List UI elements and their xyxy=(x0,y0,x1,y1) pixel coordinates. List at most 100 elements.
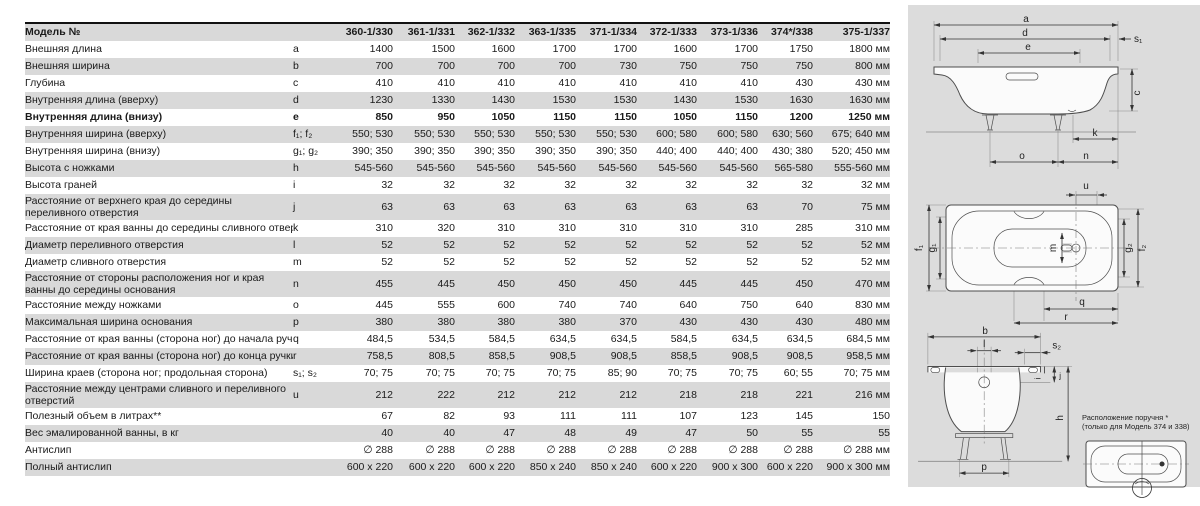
spec-value: 150 xyxy=(872,410,890,422)
dim-label-u: u xyxy=(1083,181,1089,192)
spec-value: 584,5 xyxy=(488,333,515,345)
row-letter: i xyxy=(293,179,296,191)
spec-value: 52 xyxy=(685,239,697,251)
table-row: Расстояние от верхнего края до середины … xyxy=(25,194,890,220)
spec-value: 310 xyxy=(679,222,697,234)
spec-value: 63 xyxy=(625,200,637,213)
spec-value: 67 xyxy=(381,410,393,422)
spec-value: 908,5 xyxy=(786,350,813,362)
top-view-diagram: u m f₁ g₁ g₂ f₂ q r xyxy=(914,181,1148,325)
spec-value: 600 x 220 xyxy=(468,461,515,473)
spec-value: 410 xyxy=(558,77,576,89)
dim-label-c: c xyxy=(1132,91,1143,96)
spec-value: 584,5 xyxy=(670,333,697,345)
spec-value: 390; 350 xyxy=(352,145,393,157)
spec-value: 52 xyxy=(381,239,393,251)
spec-value: 55 xyxy=(878,427,890,439)
spec-value: 545-560 xyxy=(537,162,576,174)
spec-value: 700 xyxy=(437,60,455,72)
spec-value: 430 xyxy=(795,77,813,89)
spec-value: 1230 xyxy=(369,94,393,106)
row-label: Ширина краев (сторона ног; продольная ст… xyxy=(25,367,268,379)
model-column-header: 372-1/333 xyxy=(637,22,697,41)
spec-value: 49 xyxy=(625,427,637,439)
handle-location-note: Расположение поручня * (только для Модел… xyxy=(1082,413,1198,504)
row-label: Внешняя ширина xyxy=(25,60,110,72)
spec-value: 740 xyxy=(558,299,576,311)
spec-value: 212 xyxy=(375,388,393,401)
spec-value: 85; 90 xyxy=(607,367,637,379)
dim-label-a: a xyxy=(1023,14,1029,25)
spec-value: 52 xyxy=(625,239,637,251)
dim-label-g2: g₂ xyxy=(1123,243,1134,253)
table-row: Расстояние между ножками o 445 555 600 740 740… xyxy=(25,297,890,314)
spec-value: 32 xyxy=(381,179,393,191)
spec-value: 111 xyxy=(621,410,637,422)
row-letter: j xyxy=(293,200,296,213)
table-row: Диаметр переливного отверстия l 52 52 52 52 52… xyxy=(25,237,890,254)
spec-value: 1500 xyxy=(431,43,455,55)
spec-value: 430 xyxy=(679,316,697,328)
spec-value: 50 xyxy=(746,427,758,439)
spec-value: 52 xyxy=(381,256,393,268)
table-row: Внутренняя длина (внизу) e 850 950 1050 1150 1… xyxy=(25,109,890,126)
dim-label-g1: g₁ xyxy=(927,243,938,253)
row-label: Внешняя длина xyxy=(25,43,102,55)
table-row: Полный антислип 600 x 220 600 x 220 600 x 2… xyxy=(25,459,890,476)
dim-label-o: o xyxy=(1019,151,1025,162)
spec-value: 380 xyxy=(558,316,576,328)
spec-value: 808,5 xyxy=(428,350,455,362)
spec-value: 310 мм xyxy=(855,222,890,234)
spec-value: 52 xyxy=(801,256,813,268)
row-letter: o xyxy=(293,299,299,311)
dim-label-p: p xyxy=(981,462,987,473)
spec-value: 1050 xyxy=(673,111,697,123)
row-label: Внутренняя длина (внизу) xyxy=(25,111,163,123)
row-label: Глубина xyxy=(25,77,66,89)
spec-value: 145 xyxy=(795,410,813,422)
row-label: Расстояние между центрами сливного и пер… xyxy=(25,383,287,407)
spec-value: 1700 xyxy=(613,43,637,55)
table-row: Диаметр сливного отверстия m 52 52 52 52 52 52 5… xyxy=(25,254,890,271)
spec-value: 63 xyxy=(503,200,515,213)
spec-value: 750 xyxy=(679,60,697,72)
spec-value: 600 x 220 xyxy=(650,461,697,473)
spec-value: 450 xyxy=(795,277,813,290)
row-letter: d xyxy=(293,94,299,106)
spec-value: 212 xyxy=(558,388,576,401)
dim-label-e: e xyxy=(1025,42,1031,53)
spec-value: 440; 400 xyxy=(717,145,758,157)
spec-value: 730 xyxy=(619,60,637,72)
spec-value: 370 xyxy=(619,316,637,328)
row-label: Антислип xyxy=(25,444,72,456)
spec-value: 75 мм xyxy=(860,200,890,213)
row-label: Расстояние от края ванны (сторона ног) д… xyxy=(25,333,293,345)
spec-value: 40 xyxy=(381,427,393,439)
spec-value: 1050 xyxy=(491,111,515,123)
table-row: Высота граней i 32 32 32 32 32 32 32 32 32 мм xyxy=(25,177,890,194)
spec-value: 430 xyxy=(795,316,813,328)
dim-label-m: m xyxy=(1048,244,1059,252)
spec-value: 222 xyxy=(437,388,455,401)
model-column-header: 362-1/332 xyxy=(455,22,515,41)
spec-value: 410 xyxy=(679,77,697,89)
spec-value: 212 xyxy=(619,388,637,401)
spec-value: 1150 xyxy=(614,111,637,123)
row-letter: u xyxy=(293,388,299,401)
spec-value: 565-580 xyxy=(774,162,813,174)
row-letter: a xyxy=(293,43,299,55)
spec-value: 550; 530 xyxy=(352,128,393,140)
dim-label-f1: f₁ xyxy=(914,244,925,251)
spec-value: 740 xyxy=(619,299,637,311)
dim-label-i: i xyxy=(1033,377,1042,379)
spec-value: ∅ 288 xyxy=(363,444,393,456)
spec-value: 684,5 мм xyxy=(846,333,890,345)
row-label: Внутренняя ширина (внизу) xyxy=(25,145,161,157)
spec-value: 675; 640 мм xyxy=(831,128,890,140)
spec-value: 380 xyxy=(437,316,455,328)
row-letter: l xyxy=(293,239,296,251)
spec-value: 908,5 xyxy=(549,350,576,362)
spec-value: 545-560 xyxy=(598,162,637,174)
spec-value: 550; 530 xyxy=(474,128,515,140)
spec-value: 1630 xyxy=(789,94,813,106)
